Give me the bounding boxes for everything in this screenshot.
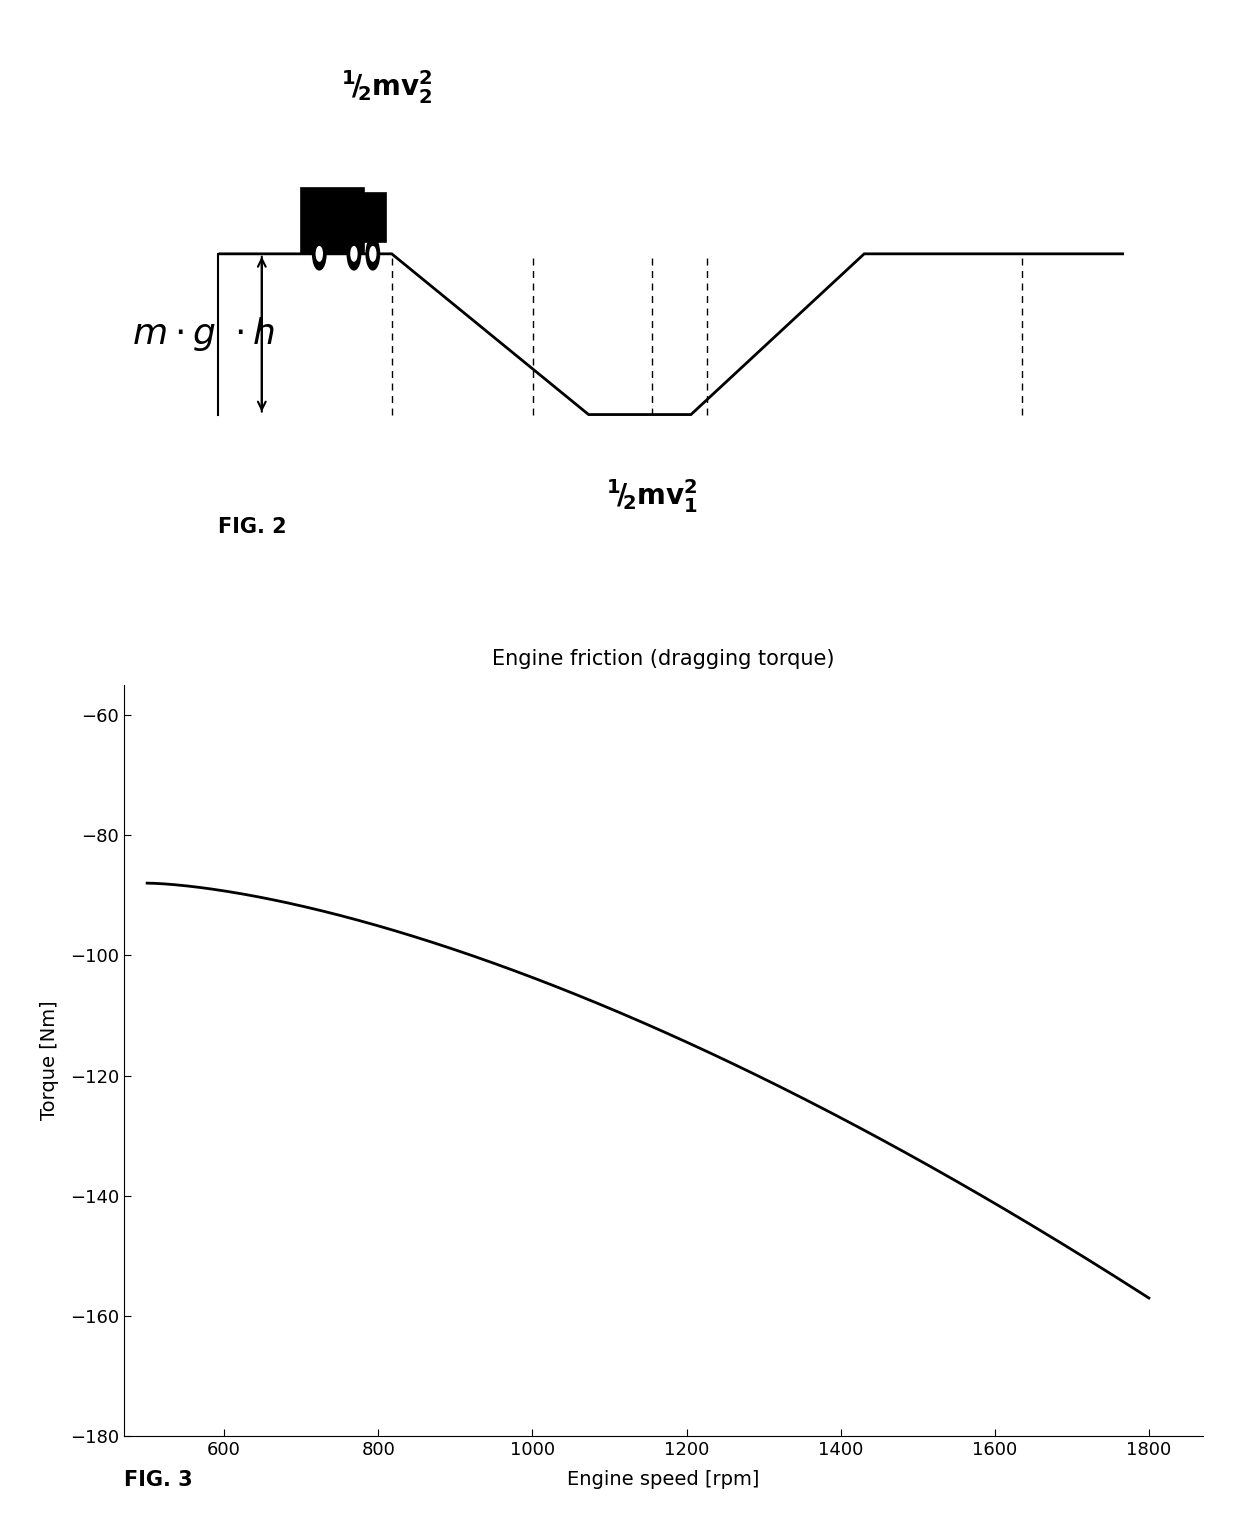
Title: Engine friction (dragging torque): Engine friction (dragging torque): [492, 649, 835, 669]
Text: $\mathbf{^1\!/\!_2}$$\mathbf{mv_1^2}$: $\mathbf{^1\!/\!_2}$$\mathbf{mv_1^2}$: [605, 477, 698, 515]
Text: FIG. 2: FIG. 2: [218, 518, 288, 538]
Text: FIG. 3: FIG. 3: [124, 1470, 192, 1490]
X-axis label: Engine speed [rpm]: Engine speed [rpm]: [567, 1470, 760, 1490]
Circle shape: [366, 238, 379, 270]
Circle shape: [347, 238, 361, 270]
Bar: [365, 194, 386, 243]
Circle shape: [351, 246, 357, 261]
Circle shape: [316, 246, 322, 261]
Circle shape: [370, 246, 376, 261]
Text: $\mathbf{^1\!/\!_2}$$\mathbf{mv_2^2}$: $\mathbf{^1\!/\!_2}$$\mathbf{mv_2^2}$: [341, 69, 432, 107]
Text: $m \cdot g\ \cdot h$: $m \cdot g\ \cdot h$: [131, 315, 275, 353]
Circle shape: [312, 238, 326, 270]
Bar: [301, 188, 365, 254]
Y-axis label: Torque [Nm]: Torque [Nm]: [40, 1001, 58, 1120]
